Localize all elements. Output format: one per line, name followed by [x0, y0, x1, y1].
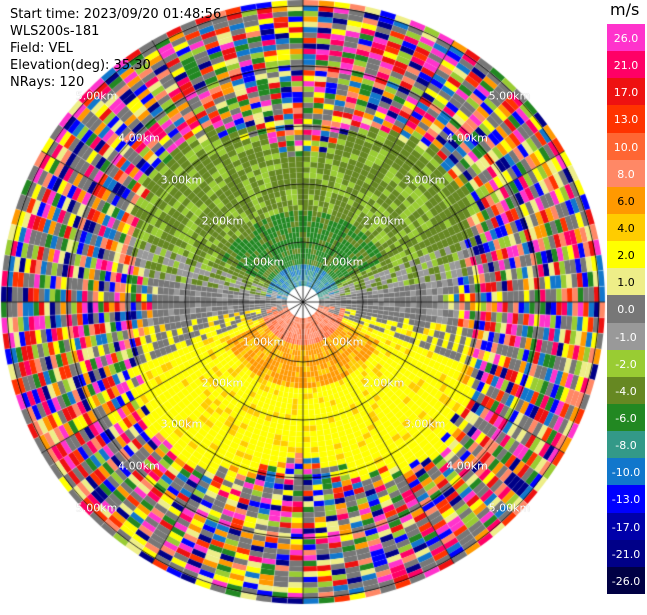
colorbar-tick-label: -6.0 — [615, 412, 637, 425]
colorbar-tick-label: 10.0 — [613, 140, 639, 154]
colorbar-tick-label: 2.0 — [617, 249, 635, 263]
range-ring-label: 4.00km — [446, 459, 488, 473]
field-label: Field: VEL — [10, 41, 73, 56]
colorbar-tick-label: 21.0 — [613, 59, 639, 73]
colorbar-tick-label: -26.0 — [611, 574, 641, 588]
range-ring-label: 1.00km — [242, 255, 285, 269]
range-ring-label: 5.00km — [75, 89, 118, 103]
range-ring-label: 4.00km — [118, 131, 160, 145]
range-ring-label: 2.00km — [201, 214, 244, 228]
colorbar-segment — [607, 322, 645, 351]
radar-ppi-plot — [0, 0, 607, 607]
colorbar-tick-label: 13.0 — [613, 113, 639, 127]
range-ring-label: 3.00km — [160, 173, 203, 187]
range-ring-label: 5.00km — [488, 501, 531, 515]
colorbar-segment — [607, 376, 645, 405]
scan-info: Start time: 2023/09/20 01:48:56 WLS200s-… — [10, 6, 221, 91]
colorbar-segment — [607, 485, 645, 514]
instrument-label: WLS200s-181 — [10, 24, 100, 39]
colorbar-tick-label: 0.0 — [617, 303, 635, 317]
range-ring-label: 5.00km — [75, 501, 118, 515]
colorbar-segment — [607, 105, 645, 134]
start-time-label: Start time: 2023/09/20 01:48:56 — [10, 7, 222, 22]
colorbar-segment — [607, 241, 645, 269]
colorbar-tick-label: -17.0 — [611, 520, 641, 534]
colorbar-segment — [607, 132, 645, 161]
colorbar-tick-label: 17.0 — [613, 86, 639, 100]
colorbar-tick-label: -4.0 — [615, 384, 637, 398]
range-ring-label: 2.00km — [362, 376, 405, 390]
nrays-label: NRays: 120 — [10, 75, 85, 90]
colorbar-tick-label: 26.0 — [613, 32, 639, 45]
range-ring-label: 5.00km — [488, 89, 531, 103]
colorbar-tick-label: -8.0 — [615, 439, 637, 453]
colorbar-unit: m/s — [610, 0, 640, 19]
colorbar-segment — [607, 24, 645, 52]
colorbar-tick-label: -21.0 — [611, 547, 641, 561]
colorbar-segment — [607, 295, 645, 324]
colorbar-segment — [607, 78, 645, 106]
elevation-label: Elevation(deg): 35.30 — [10, 58, 151, 73]
colorbar-tick-label: -1.0 — [615, 330, 637, 344]
colorbar-segment — [607, 431, 645, 459]
range-ring-label: 3.00km — [160, 417, 203, 431]
colorbar-tick-label: -30.0 — [611, 602, 641, 615]
range-ring-label: 1.00km — [321, 255, 364, 269]
range-ring-label: 2.00km — [362, 214, 405, 228]
colorbar-tick-label: -13.0 — [611, 493, 641, 507]
colorbar-segment — [607, 159, 645, 188]
range-ring-label: 3.00km — [403, 173, 446, 187]
colorbar-segment — [607, 349, 645, 378]
range-ring-label: 2.00km — [201, 376, 244, 390]
colorbar-tick-label: -2.0 — [615, 357, 637, 371]
colorbar-segment — [607, 512, 645, 541]
colorbar-tick-label: 8.0 — [617, 167, 635, 181]
colorbar-segment — [607, 186, 645, 215]
velocity-colorbar: 26.0 21.0 17.0 13.0 10.0 8.0 6.0 4.0 2.0 1.0 0.0 -1… — [607, 24, 647, 615]
colorbar-tick-label: 6.0 — [617, 194, 635, 208]
colorbar-segment — [607, 566, 645, 595]
colorbar-tick-label: -10.0 — [611, 466, 641, 480]
colorbar-segment — [607, 539, 645, 568]
range-ring-label: 4.00km — [446, 131, 488, 145]
range-ring-label: 1.00km — [321, 335, 364, 349]
colorbar-segment — [607, 458, 645, 486]
range-ring-label: 4.00km — [118, 459, 160, 473]
range-ring-label: 3.00km — [403, 417, 446, 431]
colorbar-tick-label: 4.0 — [617, 222, 635, 235]
colorbar-segment — [607, 51, 645, 79]
colorbar-segment — [607, 404, 645, 432]
range-ring-label: 1.00km — [242, 335, 285, 349]
colorbar-segment — [607, 268, 645, 296]
colorbar-segment — [607, 214, 645, 242]
colorbar-tick-label: 1.0 — [617, 276, 635, 290]
